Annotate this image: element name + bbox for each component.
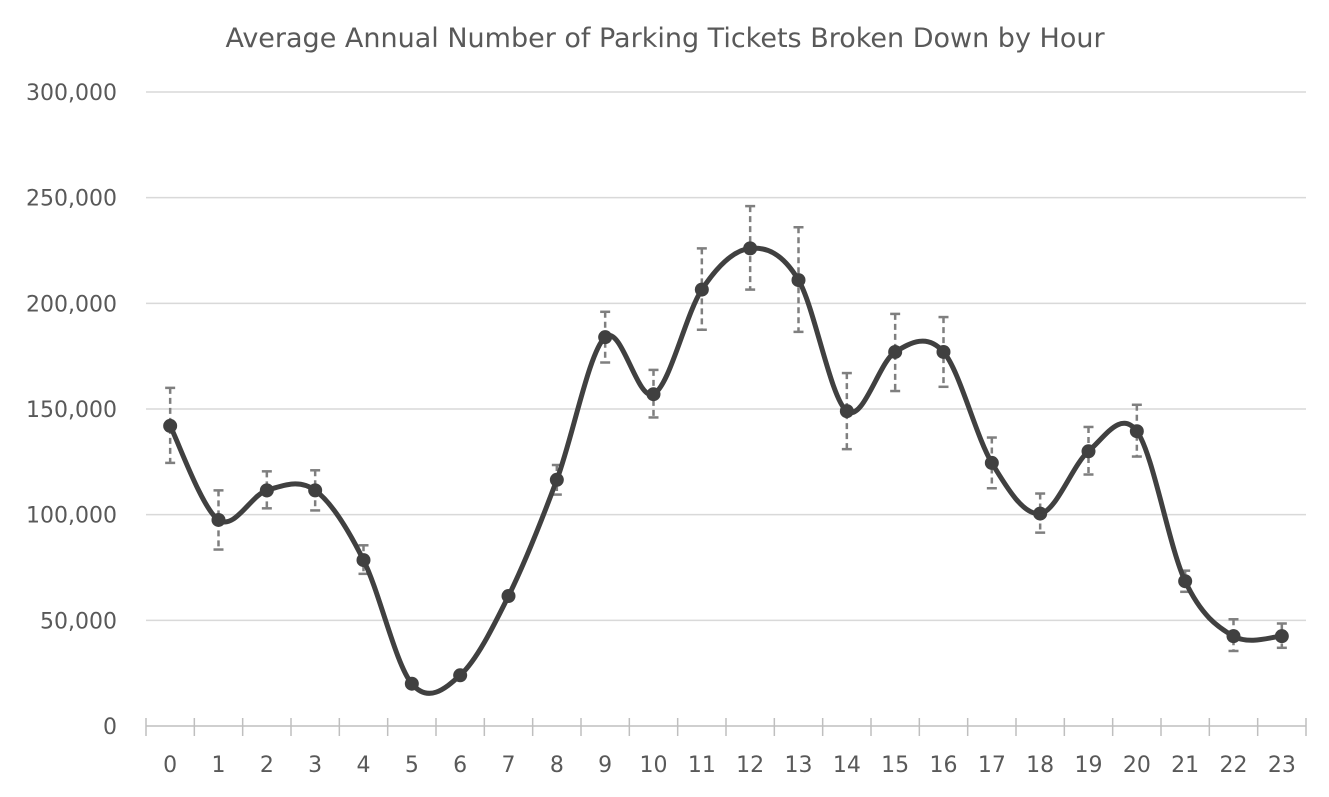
x-tick-label: 18 xyxy=(1026,753,1054,778)
y-tick-label: 200,000 xyxy=(26,292,117,317)
data-point-hour-10[interactable] xyxy=(646,387,661,402)
data-point-hour-12[interactable] xyxy=(743,241,758,256)
error-bar xyxy=(890,312,901,393)
x-tick-label: 6 xyxy=(453,753,467,778)
y-tick-label: 250,000 xyxy=(26,187,117,212)
data-point-hour-9[interactable] xyxy=(598,330,613,345)
data-point-hour-21[interactable] xyxy=(1178,574,1193,589)
x-tick-label: 22 xyxy=(1220,753,1248,778)
data-point-hour-13[interactable] xyxy=(791,273,806,288)
y-tick-label: 300,000 xyxy=(26,81,117,106)
data-point-hour-15[interactable] xyxy=(888,344,903,359)
x-tick-label: 8 xyxy=(550,753,564,778)
x-tick-label: 16 xyxy=(930,753,958,778)
x-tick-label: 2 xyxy=(260,753,274,778)
data-point-hour-16[interactable] xyxy=(936,344,951,359)
data-point-hour-20[interactable] xyxy=(1129,424,1144,439)
x-tick-label: 20 xyxy=(1123,753,1151,778)
error-bar xyxy=(165,386,176,465)
data-point-hour-22[interactable] xyxy=(1226,629,1241,644)
x-tick-label: 1 xyxy=(212,753,226,778)
data-point-hour-18[interactable] xyxy=(1033,506,1048,521)
x-tick-label: 4 xyxy=(357,753,371,778)
data-point-hour-11[interactable] xyxy=(694,282,709,297)
data-point-hour-3[interactable] xyxy=(308,483,323,498)
x-tick-label: 12 xyxy=(736,753,764,778)
error-bar xyxy=(213,489,224,551)
x-tick-label: 13 xyxy=(785,753,813,778)
data-point-hour-7[interactable] xyxy=(501,589,516,604)
error-bar xyxy=(261,470,272,510)
data-point-hour-2[interactable] xyxy=(259,483,274,498)
error-bars xyxy=(165,204,1287,688)
x-tick-label: 9 xyxy=(598,753,612,778)
y-tick-label: 50,000 xyxy=(40,609,117,634)
chart-title: Average Annual Number of Parking Tickets… xyxy=(225,23,1105,54)
x-tick-label: 19 xyxy=(1075,753,1103,778)
y-tick-label: 150,000 xyxy=(26,398,117,423)
x-tick-label: 5 xyxy=(405,753,419,778)
data-point-hour-4[interactable] xyxy=(356,553,371,568)
x-tick-label: 3 xyxy=(308,753,322,778)
error-bar xyxy=(841,371,852,451)
x-tick-label: 15 xyxy=(881,753,909,778)
x-tick-label: 10 xyxy=(640,753,668,778)
x-tick-label: 7 xyxy=(502,753,516,778)
data-point-hour-23[interactable] xyxy=(1274,629,1289,644)
data-point-hour-17[interactable] xyxy=(984,455,999,470)
x-tick-label: 14 xyxy=(833,753,861,778)
y-axis: 0 50,000 100,000 150,000 200,000 250,000 300,0… xyxy=(26,81,117,740)
x-tick-label: 11 xyxy=(688,753,716,778)
grid-lines xyxy=(146,91,1306,622)
data-points xyxy=(163,241,1289,691)
x-tick-label: 17 xyxy=(978,753,1006,778)
data-point-hour-19[interactable] xyxy=(1081,444,1096,459)
x-tick-label: 21 xyxy=(1171,753,1199,778)
data-point-hour-6[interactable] xyxy=(453,668,468,683)
data-point-hour-1[interactable] xyxy=(211,512,226,527)
data-point-hour-0[interactable] xyxy=(163,418,178,433)
series xyxy=(167,245,1285,696)
series-line xyxy=(167,245,1285,696)
x-tick-label: 23 xyxy=(1268,753,1296,778)
data-point-hour-8[interactable] xyxy=(549,472,564,487)
error-bar xyxy=(1035,492,1046,534)
x-tick-label: 0 xyxy=(163,753,177,778)
y-tick-label: 0 xyxy=(103,715,117,740)
data-point-hour-5[interactable] xyxy=(404,676,419,691)
x-axis: 0 1 2 3 4 5 6 7 8 9 10 11 12 13 14 15 16 17 18 19 20 21 22 23 xyxy=(145,718,1307,778)
y-tick-label: 100,000 xyxy=(26,504,117,529)
data-point-hour-14[interactable] xyxy=(839,404,854,419)
